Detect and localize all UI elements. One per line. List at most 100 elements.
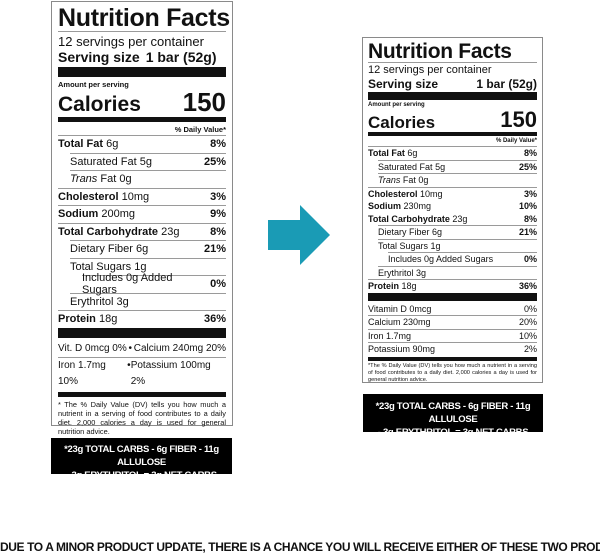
nutrient-dv: 36%	[203, 313, 226, 326]
net-carbs-line1: *23g TOTAL CARBS - 6g FIBER - 11g ALLULO…	[375, 401, 531, 425]
nutrition-label-new: Nutrition Facts 12 servings per containe…	[362, 37, 543, 383]
nutrient-name: Cholesterol	[58, 190, 119, 203]
nutrient-row-dietary-fiber: Dietary Fiber 6g 21%	[70, 240, 226, 258]
serving-size-value: 1 bar (52g)	[476, 77, 537, 91]
nutrient-dv: 0%	[210, 278, 226, 291]
vitamin-name: Vitamin D 0mcg	[368, 303, 432, 314]
calories-row: Calories 150	[368, 109, 537, 132]
nutrient-dv: 25%	[518, 161, 537, 172]
nutrient-name: Dietary Fiber	[378, 227, 430, 238]
vitamin-row-vitamin-d: Vitamin D 0mcg 0%	[368, 303, 537, 316]
nutrient-dv: 36%	[518, 281, 537, 292]
nutrient-row-total-carbohydrate: Total Carbohydrate 23g 8%	[368, 213, 537, 226]
nutrient-dv: 9%	[210, 208, 226, 221]
calories-label: Calories	[58, 93, 141, 116]
vitamin-row-calcium: Calcium 230mg 20%	[368, 315, 537, 329]
nutrient-row-protein: Protein 18g 36%	[368, 279, 537, 293]
vitamin-row: Iron 1.7mg 10% • Potassium 100mg 2%	[58, 356, 226, 390]
divider	[368, 62, 537, 63]
nutrient-row-erythritol: Erythritol 3g	[378, 265, 537, 280]
nutrient-name: Total Carbohydrate	[58, 225, 159, 238]
daily-value-header: % Daily Value*	[174, 125, 226, 134]
vitamin-dv: 10%	[518, 330, 537, 341]
label-title: Nutrition Facts	[58, 4, 230, 32]
serving-size: Serving size 1 bar (52g)	[368, 77, 537, 91]
nutrient-name: Sodium	[368, 201, 401, 212]
nutrient-name: Protein	[368, 281, 400, 292]
nutrient-amount: 23g	[161, 225, 180, 238]
vitamin-left: Iron 1.7mg 10%	[58, 359, 106, 387]
serving-size-value: 1 bar (52g)	[145, 49, 217, 65]
nutrient-amount: 18g	[98, 313, 118, 326]
nutrient-dv: 8%	[523, 148, 537, 159]
nutrient-amount: 200mg	[101, 208, 136, 221]
nutrient-amount: Fat 0g	[100, 173, 132, 186]
nutrient-amount: 6g	[106, 138, 119, 151]
vitamin-row: Vit. D 0mcg 0% • Calcium 240mg 20%	[58, 341, 226, 357]
calories-value: 150	[182, 87, 226, 117]
nutrient-row-total-fat: Total Fat 6g 8%	[58, 135, 226, 153]
serving-size-label: Serving size	[368, 77, 439, 91]
net-carbs-line1: *23g TOTAL CARBS - 6g FIBER - 11g ALLULO…	[64, 444, 219, 468]
serving-size-label: Serving size	[58, 49, 140, 65]
calories-row: Calories 150	[58, 89, 226, 115]
net-carbs-box-new: *23g TOTAL CARBS - 6g FIBER - 11g ALLULO…	[363, 394, 543, 438]
nutrient-dv: 8%	[210, 225, 226, 238]
nutrient-amount: 230mg	[403, 201, 432, 212]
nutrient-name: Total Sugars	[378, 240, 429, 251]
nutrient-name: Trans	[378, 175, 401, 186]
nutrient-row-trans-fat: Trans Fat 0g	[378, 173, 537, 187]
nutrient-name: Total Sugars	[70, 260, 132, 273]
nutrient-name: Sodium	[58, 208, 99, 221]
vitamin-dv: 0%	[523, 303, 537, 314]
nutrient-row-saturated-fat: Saturated Fat 5g 25%	[70, 152, 226, 171]
nutrient-row-added-sugars: Includes 0g Added Sugars 0%	[82, 272, 226, 296]
nutrient-amount: 5g	[435, 161, 446, 172]
nutrient-amount: Fat 0g	[402, 175, 429, 186]
calories-label: Calories	[368, 113, 436, 132]
nutrition-label-old: Nutrition Facts 12 servings per containe…	[51, 1, 233, 436]
nutrient-row-saturated-fat: Saturated Fat 5g 25%	[378, 159, 537, 174]
nutrient-amount: 18g	[401, 281, 417, 292]
nutrient-name: Saturated Fat	[378, 161, 433, 172]
net-carbs-line2: - 3g ERYTHRITOL = 3g NET CARBS	[377, 427, 529, 438]
nutrient-row-total-carbohydrate: Total Carbohydrate 23g 8%	[58, 222, 226, 241]
nutrient-amount: 5g	[139, 155, 152, 168]
nutrient-row-total-sugars: Total Sugars 1g	[70, 257, 226, 276]
serving-size: Serving size 1 bar (52g)	[58, 49, 226, 65]
nutrient-dv: 0%	[523, 254, 537, 265]
thick-divider	[368, 92, 537, 100]
nutrient-row-total-sugars: Total Sugars 1g	[378, 238, 537, 253]
divider	[58, 31, 226, 32]
nutrient-dv: 8%	[523, 213, 537, 224]
nutrient-name: Includes 0g Added Sugars	[388, 254, 494, 265]
nutrient-name: Total Carbohydrate	[368, 213, 450, 224]
bullet-separator: •	[127, 359, 131, 371]
nutrient-dv: 25%	[203, 155, 226, 168]
nutrient-dv: 21%	[203, 243, 226, 256]
daily-value-header: % Daily Value*	[495, 138, 537, 144]
bullet-separator: •	[128, 342, 132, 354]
nutrient-row-trans-fat: Trans Fat 0g	[70, 170, 226, 188]
nutrient-amount: 10mg	[420, 188, 443, 199]
vitamin-right: Potassium 100mg 2%	[130, 359, 211, 387]
vitamin-row-iron: Iron 1.7mg 10%	[368, 328, 537, 343]
label-title: Nutrition Facts	[368, 40, 512, 63]
nutrient-amount: 6g	[407, 148, 418, 159]
thick-divider	[58, 67, 226, 77]
nutrient-name: Dietary Fiber	[70, 243, 133, 256]
medium-divider	[58, 391, 226, 397]
nutrient-name: Protein	[58, 313, 96, 326]
nutrient-dv: 21%	[518, 227, 537, 238]
nutrient-amount: 10mg	[121, 190, 150, 203]
medium-divider	[58, 117, 226, 122]
amount-per-serving: Amount per serving	[58, 80, 129, 89]
nutrient-row-total-fat: Total Fat 6g 8%	[368, 146, 537, 160]
nutrient-amount: 1g	[430, 240, 441, 251]
nutrient-name: Cholesterol	[368, 188, 418, 199]
amount-per-serving: Amount per serving	[368, 102, 425, 108]
nutrient-dv: 10%	[518, 201, 537, 212]
servings-per-container: 12 servings per container	[368, 64, 492, 76]
nutrient-row-cholesterol: Cholesterol 10mg 3%	[58, 187, 226, 206]
nutrient-dv: 3%	[210, 190, 226, 203]
